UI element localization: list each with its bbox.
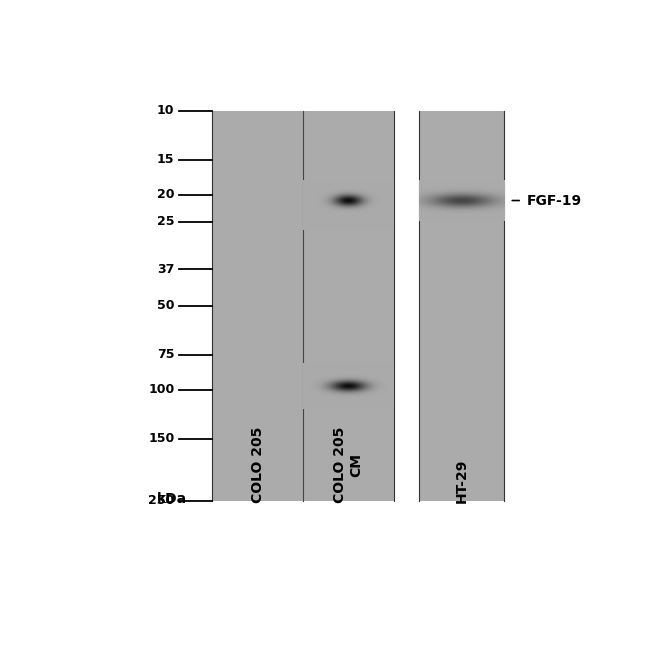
Text: 10: 10 (157, 104, 174, 117)
Text: 20: 20 (157, 188, 174, 201)
Text: kDa: kDa (157, 492, 187, 506)
Text: 37: 37 (157, 263, 174, 276)
Text: FGF-19: FGF-19 (527, 194, 582, 207)
Text: COLO 205
CM: COLO 205 CM (333, 427, 363, 503)
Text: 250: 250 (148, 495, 174, 508)
Text: 100: 100 (148, 384, 174, 396)
Text: 75: 75 (157, 348, 174, 361)
Text: 150: 150 (148, 432, 174, 445)
Text: 50: 50 (157, 299, 174, 312)
Text: HT-29: HT-29 (454, 459, 469, 503)
Bar (212, 111, 393, 501)
Text: COLO 205: COLO 205 (250, 427, 265, 503)
Text: 15: 15 (157, 153, 174, 166)
Bar (419, 111, 504, 501)
Text: 25: 25 (157, 215, 174, 228)
